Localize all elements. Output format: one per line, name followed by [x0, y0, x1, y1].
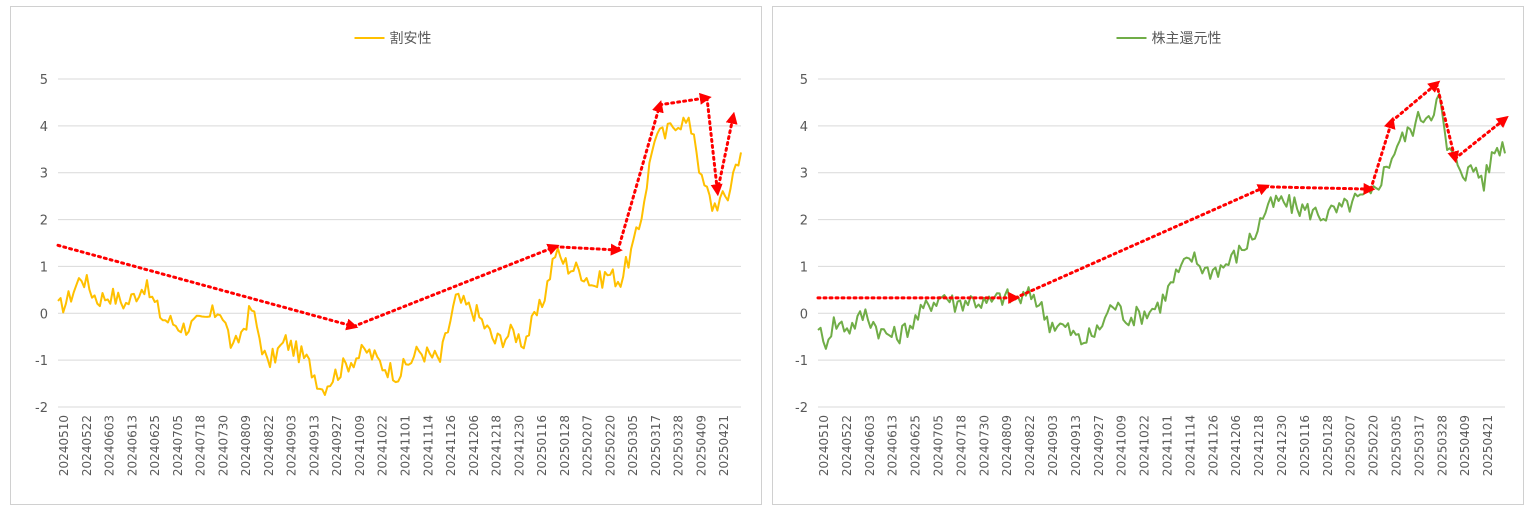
- x-tick-label: 20240522: [80, 415, 94, 476]
- x-tick-label: 20240927: [1092, 415, 1106, 476]
- x-tick-label: 20240913: [1069, 415, 1083, 476]
- x-tick-label: 20250317: [649, 415, 663, 476]
- x-tick-label: 20240903: [1046, 415, 1060, 476]
- trend-arrow: [352, 243, 560, 328]
- x-tick-label: 20240903: [285, 415, 299, 476]
- x-tick-label: 20241206: [1229, 415, 1243, 476]
- x-tick-label: 20250317: [1412, 415, 1426, 476]
- x-tick-label: 20240603: [103, 415, 117, 476]
- x-tick-label: 20241009: [1115, 415, 1129, 476]
- x-tick-label: 20241230: [1275, 415, 1289, 476]
- x-tick-label: 20250328: [1435, 415, 1449, 476]
- x-tick-label: 20241114: [1183, 415, 1197, 476]
- x-tick-label: 20250128: [558, 415, 572, 476]
- y-tick-label: 2: [40, 214, 48, 229]
- x-tick-label: 20250328: [672, 415, 686, 476]
- y-tick-label: 0: [40, 307, 48, 322]
- chart-panel-kabunushi-kangen: 株主還元性 5 4 3 2 1 0 -1 -2 20240510 20240522 20240603 2…: [772, 6, 1524, 505]
- x-tick-label: 20241126: [1206, 415, 1220, 476]
- legend-label: 株主還元性: [1152, 31, 1222, 47]
- x-tick-label: 20240822: [1023, 415, 1037, 476]
- x-tick-label: 20241009: [353, 415, 367, 476]
- y-tick-label: -1: [35, 354, 48, 369]
- x-tick-label: 20250305: [1390, 415, 1404, 476]
- y-tick-label: 5: [40, 73, 48, 88]
- x-tick-label: 20240613: [125, 415, 139, 476]
- x-tick-label: 20240625: [909, 415, 923, 476]
- x-tick-label: 20240809: [1000, 415, 1014, 476]
- chart-canvas-left: 割安性 5 4 3 2 1 0 -1 -2 20240510 20240522 20240603 202…: [35, 30, 742, 476]
- trend-arrow: [553, 243, 623, 256]
- x-tick-label: 20250116: [535, 415, 549, 476]
- trend-arrow: [705, 96, 723, 197]
- x-tick-label: 20240510: [817, 415, 831, 476]
- trend-arrow: [1263, 182, 1376, 195]
- trend-arrow: [658, 92, 712, 107]
- y-tick-label: 1: [800, 260, 808, 275]
- x-tick-label: 20250305: [626, 415, 640, 476]
- x-tick-label: 20240809: [239, 415, 253, 476]
- y-tick-label: 2: [800, 214, 808, 229]
- chart-panel-waryasusei: 割安性 5 4 3 2 1 0 -1 -2 20240510 20240522 20240603 202…: [10, 6, 762, 505]
- x-tick-label: 20240822: [262, 415, 276, 476]
- y-tick-label: -2: [795, 401, 808, 416]
- x-tick-label: 20240625: [148, 415, 162, 476]
- x-tick-label: 20250220: [603, 415, 617, 476]
- x-tick-label: 20240510: [57, 415, 71, 476]
- x-tick-label: 20240603: [863, 415, 877, 476]
- x-tick-label: 20241101: [399, 415, 413, 476]
- x-tick-label: 20250409: [694, 415, 708, 476]
- trend-arrow: [1390, 80, 1441, 123]
- x-tick-label: 20241022: [1138, 415, 1152, 476]
- x-tick-label: 20240705: [932, 415, 946, 476]
- trend-arrow: [1435, 82, 1460, 164]
- y-tick-label: 3: [800, 167, 808, 182]
- x-tick-label: 20240913: [307, 415, 321, 476]
- x-tick-label: 20250421: [1481, 415, 1495, 476]
- x-tick-label: 20240522: [840, 415, 854, 476]
- x-tick-label: 20241114: [421, 415, 435, 476]
- trend-arrow: [56, 243, 359, 331]
- y-tick-label: 0: [800, 307, 808, 322]
- series-line: [817, 92, 1506, 350]
- x-tick-label: 20241230: [512, 415, 526, 476]
- y-tick-label: 3: [40, 167, 48, 182]
- legend-label: 割安性: [390, 30, 432, 47]
- x-tick-label: 20241206: [467, 415, 481, 476]
- x-tick-label: 20240718: [194, 415, 208, 476]
- x-tick-label: 20250409: [1458, 415, 1472, 476]
- y-tick-label: 1: [40, 260, 48, 275]
- trend-arrow: [616, 100, 664, 252]
- x-tick-label: 20250128: [1321, 415, 1335, 476]
- chart-canvas-right: 株主還元性 5 4 3 2 1 0 -1 -2 20240510 20240522 20240603 2…: [795, 31, 1509, 476]
- x-tick-label: 20241126: [444, 415, 458, 476]
- x-tick-label: 20241218: [490, 415, 504, 476]
- x-tick-label: 20250220: [1367, 415, 1381, 476]
- x-tick-label: 20240705: [171, 415, 185, 476]
- trend-arrow: [1453, 115, 1509, 161]
- series-line: [57, 116, 742, 396]
- x-tick-label: 20240613: [886, 415, 900, 476]
- x-tick-label: 20241218: [1252, 415, 1266, 476]
- trend-arrow: [715, 111, 738, 193]
- x-tick-label: 20240718: [954, 415, 968, 476]
- x-tick-label: 20241101: [1161, 415, 1175, 476]
- x-tick-label: 20241022: [376, 415, 390, 476]
- x-tick-label: 20240730: [216, 415, 230, 476]
- trend-arrow: [1369, 116, 1396, 191]
- x-tick-label: 20240730: [977, 415, 991, 476]
- y-tick-label: -1: [795, 354, 808, 369]
- x-tick-label: 20240927: [330, 415, 344, 476]
- y-tick-label: 4: [800, 120, 808, 135]
- x-tick-label: 20250207: [581, 415, 595, 476]
- x-tick-label: 20250116: [1298, 415, 1312, 476]
- x-tick-label: 20250421: [717, 415, 731, 476]
- y-tick-label: 4: [40, 120, 48, 135]
- x-tick-label: 20250207: [1344, 415, 1358, 476]
- y-tick-label: 5: [800, 73, 808, 88]
- trend-arrow: [1013, 184, 1270, 300]
- y-tick-label: -2: [35, 401, 48, 416]
